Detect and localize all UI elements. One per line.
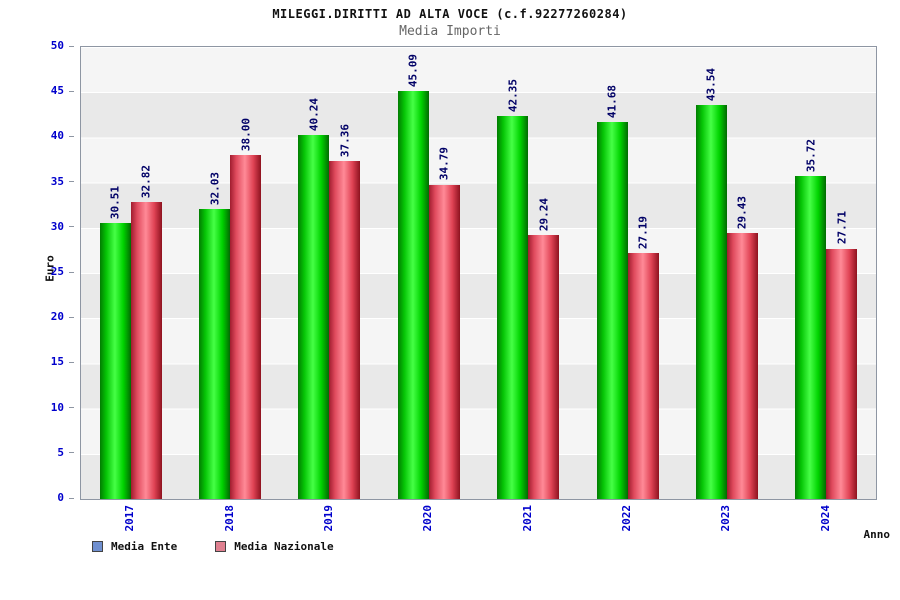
y-tick-label: 20	[50, 310, 64, 324]
x-tick: 2021	[478, 505, 577, 536]
bar-group: 45.09 34.79	[379, 47, 478, 499]
value-label: 29.43	[735, 195, 749, 229]
value-label: 42.35	[506, 79, 520, 113]
x-tick: 2018	[179, 505, 278, 536]
y-tick-mark	[69, 497, 74, 499]
y-tick-mark	[69, 45, 74, 47]
bar-media-nazionale: 38.00	[230, 118, 262, 499]
y-tick-mark	[69, 316, 74, 318]
bar-media-nazionale: 27.71	[826, 211, 858, 499]
value-label: 30.51	[108, 186, 122, 220]
legend-swatch-icon	[92, 541, 103, 552]
x-tick-label: 2018	[222, 505, 236, 532]
value-label: 35.72	[804, 138, 818, 173]
chart-subtitle: Media Importi	[399, 24, 501, 39]
bar-group: 40.24 37.36	[280, 47, 379, 499]
x-tick: 2019	[279, 505, 378, 536]
plot-area: 30.51 32.82 32.03 38.00 40.24 37.36 45.09 34.79…	[80, 46, 877, 500]
value-label: 27.19	[636, 216, 650, 250]
y-tick-label: 0	[57, 491, 64, 504]
bar-media-ente: 41.68	[596, 85, 628, 499]
x-tick-label: 2019	[321, 505, 335, 532]
bar-media-nazionale: 34.79	[428, 147, 460, 499]
x-tick-label: 2023	[719, 505, 733, 532]
y-tick-mark	[69, 90, 74, 92]
x-tick-label: 2017	[123, 505, 137, 532]
bar-group: 42.35 29.24	[479, 47, 578, 499]
y-tick-label: 15	[50, 355, 64, 369]
bar-group: 32.03 38.00	[180, 47, 279, 499]
bar-group: 43.54 29.43	[677, 47, 776, 499]
value-label: 37.36	[338, 124, 352, 158]
value-label: 34.79	[437, 147, 451, 181]
y-tick-mark	[69, 271, 74, 273]
x-tick: 2022	[577, 505, 676, 536]
x-axis: 2017 2018 2019 2020 2021 2022 2023 2024	[80, 505, 875, 536]
x-tick: 2017	[80, 505, 179, 536]
bar-group: 30.51 32.82	[81, 47, 180, 499]
value-label: 41.68	[605, 85, 619, 119]
y-tick-label: 35	[50, 174, 64, 188]
legend-label: Media Nazionale	[234, 540, 334, 553]
value-label: 27.71	[835, 211, 849, 245]
chart-title: MILEGGI.DIRITTI AD ALTA VOCE (c.f.922772…	[272, 7, 628, 21]
legend-label: Media Ente	[111, 540, 178, 553]
y-tick-label: 50	[50, 39, 64, 52]
bar-group: 35.72 27.71	[777, 47, 876, 499]
bar-media-ente: 35.72	[795, 139, 827, 499]
bar-media-ente: 43.54	[695, 68, 727, 499]
bar-media-nazionale: 32.82	[130, 165, 162, 499]
y-tick-mark	[69, 135, 74, 137]
value-label: 32.03	[208, 172, 222, 206]
bar-group: 41.68 27.19	[578, 47, 677, 499]
y-tick-label: 30	[50, 219, 64, 233]
y-tick-mark	[69, 361, 74, 363]
bar-media-ente: 32.03	[199, 172, 231, 499]
legend-item: Media Nazionale	[215, 540, 334, 553]
y-tick-label: 25	[50, 265, 64, 278]
value-label: 43.54	[704, 68, 718, 102]
x-axis-title: Anno	[863, 528, 891, 541]
y-tick-label: 5	[57, 445, 64, 459]
x-tick-label: 2024	[818, 505, 832, 532]
y-tick-mark	[69, 226, 74, 228]
value-label: 40.24	[307, 98, 321, 132]
y-tick-label: 10	[50, 400, 64, 414]
bar-media-ente: 45.09	[397, 54, 429, 499]
value-label: 29.24	[537, 197, 551, 231]
legend-swatch-icon	[215, 541, 227, 552]
x-tick: 2023	[676, 505, 775, 536]
y-tick-label: 40	[50, 129, 64, 143]
bar-media-nazionale: 29.43	[726, 196, 758, 499]
value-label: 32.82	[139, 165, 153, 199]
bar-groups: 30.51 32.82 32.03 38.00 40.24 37.36 45.09 34.79…	[81, 47, 876, 499]
bar-media-nazionale: 37.36	[329, 124, 361, 499]
bar-media-ente: 30.51	[99, 186, 131, 499]
bar-media-nazionale: 27.19	[627, 216, 659, 499]
bar-media-nazionale: 29.24	[528, 198, 560, 499]
x-tick-label: 2021	[520, 505, 534, 532]
y-tick-label: 45	[50, 84, 64, 98]
y-tick-mark	[69, 181, 74, 183]
legend: Media Ente Media Nazionale	[92, 540, 334, 553]
x-tick: 2020	[378, 505, 477, 536]
x-tick-label: 2020	[421, 505, 435, 532]
y-axis: 0 5 10 15 20 25 30 35 40 45 50	[0, 39, 74, 504]
legend-item: Media Ente	[92, 540, 177, 553]
y-tick-mark	[69, 452, 74, 454]
bar-media-ente: 42.35	[497, 79, 529, 499]
x-tick-label: 2022	[620, 505, 634, 532]
bar-media-ente: 40.24	[298, 98, 330, 499]
x-tick: 2024	[776, 505, 875, 536]
y-tick-mark	[69, 407, 74, 409]
value-label: 45.09	[406, 54, 420, 88]
value-label: 38.00	[239, 118, 253, 152]
